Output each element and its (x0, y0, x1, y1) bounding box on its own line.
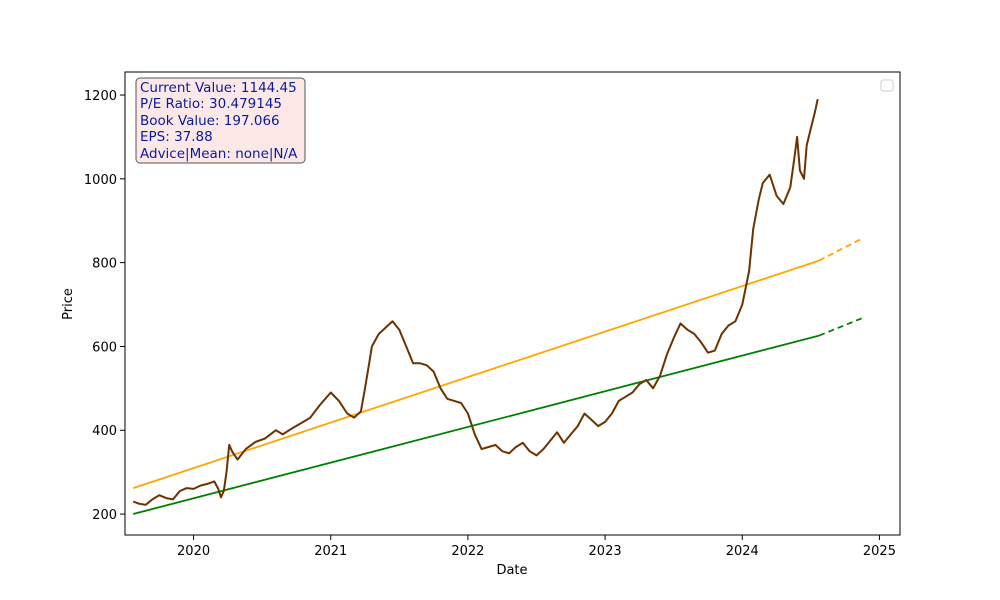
x-axis-title: Date (496, 563, 527, 578)
series-line-price (132, 98, 819, 506)
x-tick-label: 2022 (451, 544, 484, 559)
info-box-background (135, 77, 306, 164)
x-tick-label: 2024 (726, 544, 759, 559)
series-line-lower (132, 334, 820, 515)
y-tick-label: 800 (92, 257, 117, 272)
series-line-upper (132, 259, 820, 489)
series-line-lower-projection (818, 317, 862, 337)
info-box: Current Value: 1144.45 P/E Ratio: 30.479… (135, 77, 306, 164)
info-pe-ratio: P/E Ratio: 30.479145 (140, 96, 282, 112)
info-book-value: Book Value: 197.066 (140, 113, 280, 129)
y-tick-label: 1200 (84, 89, 117, 104)
x-tick-label: 2023 (589, 544, 622, 559)
y-axis: 200 400 600 800 1000 1200 (84, 89, 125, 523)
plot-frame (124, 71, 901, 536)
y-tick-label: 200 (92, 508, 117, 523)
info-advice: Advice|Mean: none|N/A (140, 146, 298, 162)
y-tick-label: 1000 (84, 173, 117, 188)
x-tick-label: 2020 (177, 544, 210, 559)
y-tick-label: 400 (92, 424, 117, 439)
x-tick-label: 2021 (314, 544, 347, 559)
series-line-upper-projection (818, 237, 863, 262)
y-tick-label: 600 (92, 340, 117, 355)
legend-box (880, 79, 894, 92)
info-current-value: Current Value: 1144.45 (140, 80, 297, 96)
y-axis-title: Price (61, 288, 76, 320)
x-axis: 2020 2021 2022 2023 2024 2025 (177, 535, 896, 559)
series-layer (132, 98, 863, 515)
info-eps: EPS: 37.88 (140, 129, 213, 145)
x-tick-label: 2025 (863, 544, 896, 559)
